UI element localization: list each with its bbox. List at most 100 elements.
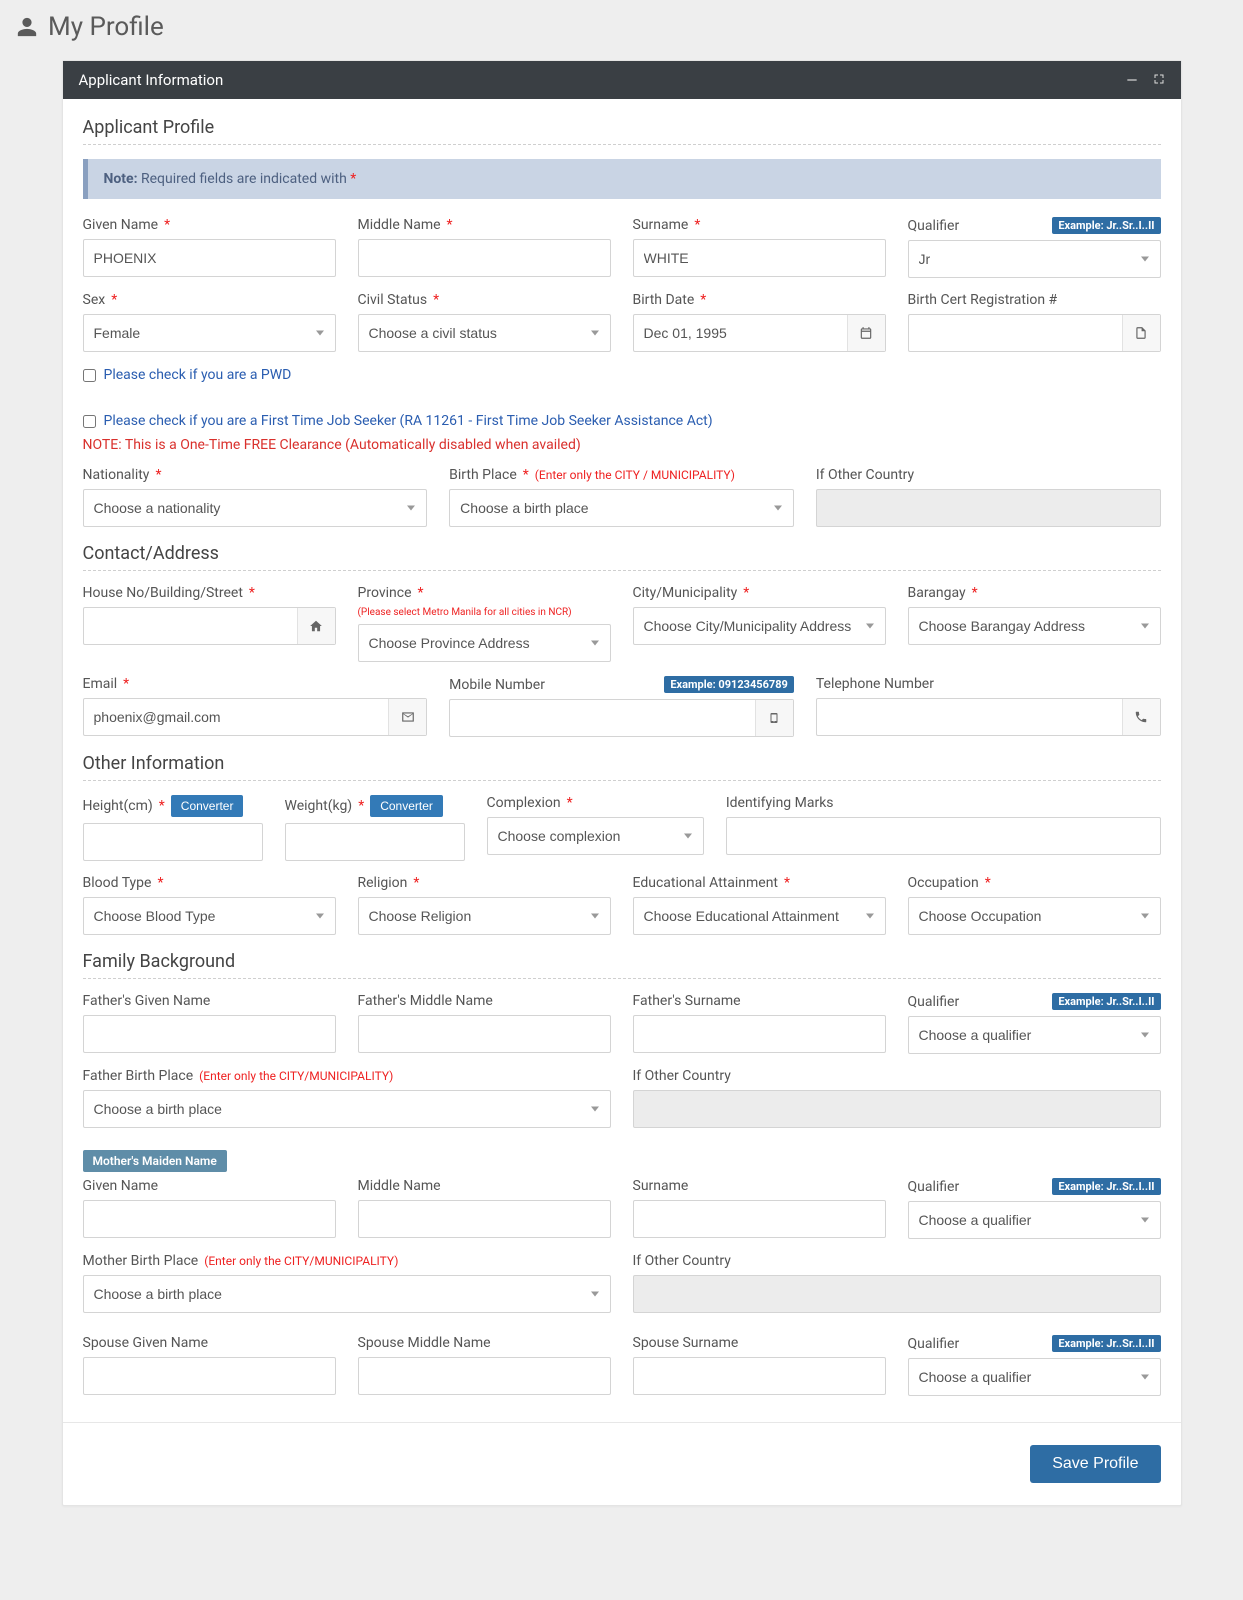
birth-cert-label: Birth Cert Registration # — [908, 292, 1161, 308]
weight-label: Weight(kg) * Converter — [285, 795, 465, 817]
father-other-country-label: If Other Country — [633, 1068, 1161, 1084]
section-family: Family Background — [83, 951, 1161, 979]
nationality-label: Nationality * — [83, 467, 428, 483]
ftjs-note: NOTE: This is a One-Time FREE Clearance … — [83, 437, 1161, 453]
spouse-surname-label: Spouse Surname — [633, 1335, 886, 1351]
mobile-label: Mobile NumberExample: 09123456789 — [449, 676, 794, 693]
email-input[interactable] — [84, 699, 389, 735]
expand-icon[interactable] — [1153, 73, 1165, 87]
mail-icon — [388, 699, 426, 735]
province-label: Province*(Please select Metro Manila for… — [358, 585, 611, 618]
section-profile: Applicant Profile — [83, 117, 1161, 145]
barangay-label: Barangay* — [908, 585, 1161, 601]
user-icon — [16, 16, 38, 38]
other-country-input — [816, 489, 1161, 527]
father-bplace-select[interactable]: Choose a birth place — [83, 1090, 611, 1128]
spouse-given-label: Spouse Given Name — [83, 1335, 336, 1351]
ftjs-label: Please check if you are a First Time Job… — [104, 412, 713, 432]
surname-input[interactable] — [633, 239, 886, 277]
spouse-middle-input[interactable] — [358, 1357, 611, 1395]
complexion-label: Complexion * — [487, 795, 704, 811]
mother-qualifier-select[interactable]: Choose a qualifier — [908, 1201, 1161, 1239]
nationality-select[interactable]: Choose a nationality — [83, 489, 428, 527]
mother-other-country-input — [633, 1275, 1161, 1313]
telephone-label: Telephone Number — [816, 676, 1161, 692]
mother-maiden-tag: Mother's Maiden Name — [83, 1150, 227, 1172]
father-middle-label: Father's Middle Name — [358, 993, 611, 1009]
house-input[interactable] — [84, 608, 297, 644]
blood-select[interactable]: Choose Blood Type — [83, 897, 336, 935]
height-converter-button[interactable]: Converter — [171, 795, 244, 817]
mother-middle-input[interactable] — [358, 1200, 611, 1238]
other-country-label: If Other Country — [816, 467, 1161, 483]
surname-label: Surname * — [633, 217, 886, 233]
education-select[interactable]: Choose Educational Attainment — [633, 897, 886, 935]
father-given-label: Father's Given Name — [83, 993, 336, 1009]
civil-status-select[interactable]: Choose a civil status — [358, 314, 611, 352]
pwd-checkbox[interactable] — [83, 369, 96, 382]
father-surname-input[interactable] — [633, 1015, 886, 1053]
email-label: Email * — [83, 676, 428, 692]
page-title: My Profile — [48, 12, 164, 42]
height-label: Height(cm) * Converter — [83, 795, 263, 817]
save-profile-button[interactable]: Save Profile — [1030, 1445, 1160, 1483]
occupation-select[interactable]: Choose Occupation — [908, 897, 1161, 935]
religion-select[interactable]: Choose Religion — [358, 897, 611, 935]
id-marks-input[interactable] — [726, 817, 1161, 855]
applicant-panel: Applicant Information Applicant Profile … — [62, 60, 1182, 1506]
education-label: Educational Attainment * — [633, 875, 886, 891]
father-bplace-label: Father Birth Place (Enter only the CITY/… — [83, 1068, 611, 1084]
mother-bplace-select[interactable]: Choose a birth place — [83, 1275, 611, 1313]
father-surname-label: Father's Surname — [633, 993, 886, 1009]
mobile-icon — [755, 700, 793, 736]
occupation-label: Occupation * — [908, 875, 1161, 891]
spouse-surname-input[interactable] — [633, 1357, 886, 1395]
mother-other-country-label: If Other Country — [633, 1253, 1161, 1269]
weight-converter-button[interactable]: Converter — [370, 795, 443, 817]
father-given-input[interactable] — [83, 1015, 336, 1053]
middle-name-label: Middle Name * — [358, 217, 611, 233]
mother-given-input[interactable] — [83, 1200, 336, 1238]
civil-status-label: Civil Status * — [358, 292, 611, 308]
blood-label: Blood Type * — [83, 875, 336, 891]
height-input[interactable] — [83, 823, 263, 861]
spouse-middle-label: Spouse Middle Name — [358, 1335, 611, 1351]
mother-bplace-label: Mother Birth Place (Enter only the CITY/… — [83, 1253, 611, 1269]
birth-place-select[interactable]: Choose a birth place — [449, 489, 794, 527]
weight-input[interactable] — [285, 823, 465, 861]
mother-surname-label: Surname — [633, 1178, 886, 1194]
sex-label: Sex * — [83, 292, 336, 308]
city-label: City/Municipality* — [633, 585, 886, 601]
father-other-country-input — [633, 1090, 1161, 1128]
barangay-select[interactable]: Choose Barangay Address — [908, 607, 1161, 645]
father-middle-input[interactable] — [358, 1015, 611, 1053]
mother-surname-input[interactable] — [633, 1200, 886, 1238]
minimize-icon[interactable] — [1125, 73, 1139, 87]
father-qualifier-select[interactable]: Choose a qualifier — [908, 1016, 1161, 1054]
telephone-input[interactable] — [817, 699, 1122, 735]
birth-cert-input[interactable] — [909, 315, 1122, 351]
calendar-icon[interactable] — [847, 315, 885, 351]
phone-icon — [1122, 699, 1160, 735]
birth-place-label: Birth Place * (Enter only the CITY / MUN… — [449, 467, 794, 483]
qualifier-label: QualifierExample: Jr..Sr..I..II — [908, 217, 1161, 234]
qualifier-select[interactable]: Jr — [908, 240, 1161, 278]
father-qualifier-label: QualifierExample: Jr..Sr..I..II — [908, 993, 1161, 1010]
ftjs-checkbox[interactable] — [83, 415, 96, 428]
spouse-given-input[interactable] — [83, 1357, 336, 1395]
middle-name-input[interactable] — [358, 239, 611, 277]
complexion-select[interactable]: Choose complexion — [487, 817, 704, 855]
birth-date-input[interactable] — [634, 315, 847, 351]
given-name-input[interactable] — [83, 239, 336, 277]
section-other: Other Information — [83, 753, 1161, 781]
sex-select[interactable]: Female — [83, 314, 336, 352]
religion-label: Religion * — [358, 875, 611, 891]
spouse-qualifier-label: QualifierExample: Jr..Sr..I..II — [908, 1335, 1161, 1352]
mobile-input[interactable] — [450, 700, 755, 736]
province-select[interactable]: Choose Province Address — [358, 624, 611, 662]
spouse-qualifier-select[interactable]: Choose a qualifier — [908, 1358, 1161, 1396]
id-marks-label: Identifying Marks — [726, 795, 1161, 811]
section-contact: Contact/Address — [83, 543, 1161, 571]
city-select[interactable]: Choose City/Municipality Address — [633, 607, 886, 645]
pwd-label: Please check if you are a PWD — [104, 366, 292, 386]
